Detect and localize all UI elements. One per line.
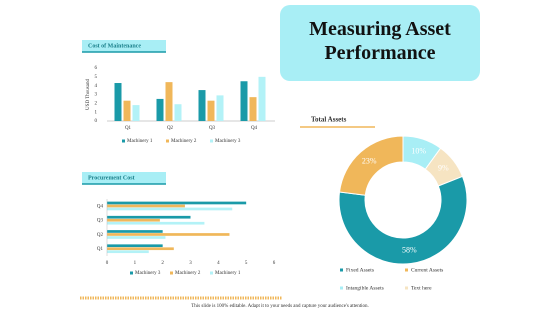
legend-swatch xyxy=(210,271,213,275)
chart-title-box xyxy=(82,40,166,52)
bar xyxy=(174,104,182,121)
x-tick-label: 6 xyxy=(273,261,276,266)
y-tick-label: Q4 xyxy=(97,204,104,209)
bar xyxy=(258,76,266,121)
legend-swatch xyxy=(170,271,173,275)
x-tick-label: 5 xyxy=(245,261,248,266)
bar xyxy=(132,105,140,121)
title-box xyxy=(280,5,480,81)
y-tick-label: 3 xyxy=(95,93,98,98)
chart-title: Total Assets xyxy=(311,116,347,124)
x-tick-label: Q2 xyxy=(167,126,174,131)
x-tick-label: 1 xyxy=(134,261,137,266)
legend-label: Machinery 3 xyxy=(215,139,241,144)
bar xyxy=(107,218,160,222)
bar xyxy=(107,233,230,236)
slice-label: 23% xyxy=(362,157,377,166)
legend-swatch xyxy=(405,286,408,290)
bar xyxy=(107,236,166,239)
slice-label: 9% xyxy=(438,164,449,173)
footer: This slide is 100% editable. Adapt it to… xyxy=(191,304,369,309)
legend-label: Machinery 1 xyxy=(127,139,153,144)
bar xyxy=(107,221,205,225)
legend-label: Fixed Assets xyxy=(346,267,374,273)
legend-label: Current Assets xyxy=(411,267,443,273)
bar xyxy=(107,247,174,251)
x-tick-label: Q3 xyxy=(209,126,216,131)
legend-swatch xyxy=(210,139,213,143)
legend-swatch xyxy=(405,268,408,272)
legend-swatch xyxy=(340,268,343,272)
slice-label: 58% xyxy=(402,245,417,254)
y-tick-label: 0 xyxy=(95,119,98,124)
y-tick-label: 5 xyxy=(95,75,98,80)
x-tick-label: Q4 xyxy=(251,126,258,131)
bar xyxy=(216,95,224,121)
x-tick-label: Q1 xyxy=(125,126,132,131)
bar xyxy=(107,250,149,254)
legend-label: Machinery 2 xyxy=(175,271,201,276)
bar xyxy=(107,244,163,248)
y-tick-label: 1 xyxy=(95,110,98,115)
bar xyxy=(240,81,248,121)
y-tick-label: 6 xyxy=(95,66,98,71)
legend-label: Text here xyxy=(411,285,432,291)
bar xyxy=(207,100,215,121)
legend-swatch xyxy=(122,139,125,143)
bar xyxy=(107,215,191,219)
legend-swatch xyxy=(130,271,133,275)
chart-title-box xyxy=(82,172,166,184)
legend-label: Intangible Assets xyxy=(346,285,384,291)
bar xyxy=(107,230,163,233)
legend-label: Machinery 2 xyxy=(171,139,197,144)
bar xyxy=(107,207,233,211)
chart-title: Cost of Maintenance xyxy=(88,43,141,49)
slice-label: 10% xyxy=(411,146,426,155)
donut-slice xyxy=(338,135,404,196)
bar xyxy=(198,90,206,121)
chart-title: Procurement Cost xyxy=(88,175,135,181)
y-tick-label: Q2 xyxy=(97,233,104,238)
legend-swatch xyxy=(166,139,169,143)
bar xyxy=(156,98,164,121)
legend-label: Machinery 3 xyxy=(135,271,161,276)
y-tick-label: Q3 xyxy=(97,219,104,224)
x-tick-label: 3 xyxy=(189,261,192,266)
bar xyxy=(165,82,173,121)
y-tick-label: 2 xyxy=(95,101,98,106)
bar xyxy=(114,83,122,121)
slide-title: Measuring Asset Performance xyxy=(309,18,451,64)
bar xyxy=(107,201,247,205)
bar xyxy=(107,204,185,208)
bar xyxy=(249,97,257,121)
y-tick-label: Q1 xyxy=(97,247,104,252)
bar xyxy=(123,100,131,121)
legend-swatch xyxy=(340,286,343,290)
y-tick-label: 4 xyxy=(95,84,98,89)
y-axis-label: USD Thousand xyxy=(86,79,91,110)
x-tick-label: 4 xyxy=(217,261,220,266)
x-tick-label: 0 xyxy=(106,261,109,266)
donut-slice xyxy=(338,175,468,265)
x-tick-label: 2 xyxy=(161,261,164,266)
legend-label: Machinery 1 xyxy=(215,271,241,276)
